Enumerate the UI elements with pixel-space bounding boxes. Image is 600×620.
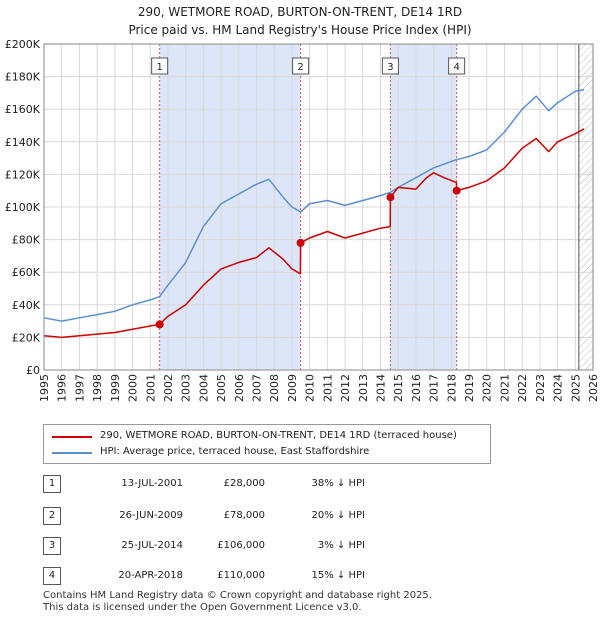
legend-swatch-hpi bbox=[52, 452, 92, 454]
sale-point bbox=[296, 238, 305, 247]
y-tick-label: £0 bbox=[26, 364, 40, 377]
x-tick-label: 1995 bbox=[38, 374, 51, 402]
transaction-date: 25-JUL-2014 bbox=[121, 540, 183, 551]
sale-marker-label: 2 bbox=[297, 62, 303, 73]
sale-marker-label: 1 bbox=[156, 62, 162, 73]
x-tick-label: 2020 bbox=[481, 374, 494, 402]
chart-title: 290, WETMORE ROAD, BURTON-ON-TRENT, DE14… bbox=[137, 5, 463, 19]
transaction-number: 1 bbox=[43, 475, 61, 493]
sale-marker-box bbox=[292, 57, 310, 75]
sale-marker-label: 4 bbox=[453, 62, 459, 73]
forecast-region bbox=[578, 44, 593, 370]
x-tick-label: 2006 bbox=[233, 374, 246, 402]
chart-subtitle: Price paid vs. HM Land Registry's House … bbox=[128, 23, 472, 37]
legend: 290, WETMORE ROAD, BURTON-ON-TRENT, DE14… bbox=[43, 424, 491, 464]
x-tick-label: 2002 bbox=[162, 374, 175, 402]
x-tick-label: 2021 bbox=[498, 374, 511, 402]
transaction-date: 13-JUL-2001 bbox=[121, 478, 183, 489]
y-tick-label: £60K bbox=[12, 266, 41, 279]
x-tick-label: 2008 bbox=[268, 374, 281, 402]
sale-point bbox=[452, 186, 461, 195]
sale-marker-label: 3 bbox=[387, 62, 393, 73]
axes: £0 £20K £40K £60K £80K £100K £120K £140K £160K £1… bbox=[5, 38, 600, 402]
x-tick-label: 1997 bbox=[73, 374, 86, 402]
sale-markers: 1 2 3 4 bbox=[151, 57, 466, 75]
x-tick-label: 2023 bbox=[534, 374, 547, 402]
x-tick-label: 1998 bbox=[91, 374, 104, 402]
x-tick-label: 2010 bbox=[304, 374, 317, 402]
sale-point bbox=[386, 193, 395, 202]
transaction-date: 20-APR-2018 bbox=[118, 570, 183, 581]
x-tick-label: 2005 bbox=[215, 374, 228, 402]
sale-point bbox=[155, 320, 164, 329]
transaction-price: £106,000 bbox=[217, 540, 265, 551]
x-tick-label: 2024 bbox=[552, 374, 565, 402]
transaction-number: 2 bbox=[43, 507, 61, 525]
y-tick-label: £20K bbox=[12, 331, 41, 344]
x-tick-label: 2025 bbox=[569, 374, 582, 402]
x-tick-label: 2019 bbox=[463, 374, 476, 402]
transaction-hpi: 3% ↓ HPI bbox=[317, 540, 365, 551]
transaction-price: £110,000 bbox=[217, 570, 265, 581]
x-tick-label: 2004 bbox=[197, 374, 210, 402]
transaction-price: £28,000 bbox=[223, 478, 265, 489]
transaction-date: 26-JUN-2009 bbox=[119, 510, 183, 521]
transaction-hpi: 38% ↓ HPI bbox=[311, 478, 365, 489]
transaction-hpi: 15% ↓ HPI bbox=[311, 570, 365, 581]
x-tick-label: 2018 bbox=[445, 374, 458, 402]
price-chart: 1 2 3 4 £0 £20K £40K £60K £80K £100K £120K £140K £1… bbox=[5, 38, 600, 402]
y-tick-label: £140K bbox=[5, 136, 41, 149]
legend-label-property: 290, WETMORE ROAD, BURTON-ON-TRENT, DE14… bbox=[100, 430, 457, 441]
y-tick-label: £40K bbox=[12, 299, 41, 312]
plot-frame bbox=[43, 43, 594, 371]
x-tick-label: 2017 bbox=[428, 374, 441, 402]
x-tick-label: 2014 bbox=[374, 374, 387, 402]
footer-licence: This data is licensed under the Open Gov… bbox=[43, 602, 362, 613]
y-tick-label: £120K bbox=[5, 168, 41, 181]
x-tick-label: 2013 bbox=[357, 374, 370, 402]
x-tick-label: 2015 bbox=[392, 374, 405, 402]
x-tick-label: 2001 bbox=[144, 374, 157, 402]
y-tick-label: £80K bbox=[12, 234, 41, 247]
y-tick-label: £100K bbox=[5, 201, 41, 214]
series-lines bbox=[43, 88, 585, 339]
y-tick-label: £160K bbox=[5, 103, 41, 116]
footer-copyright: Contains HM Land Registry data © Crown c… bbox=[43, 590, 432, 601]
x-tick-label: 2011 bbox=[321, 374, 334, 402]
x-tick-label: 2009 bbox=[286, 374, 299, 402]
x-tick-label: 2003 bbox=[180, 374, 193, 402]
x-tick-label: 1999 bbox=[109, 374, 122, 402]
grid-lines bbox=[43, 43, 594, 371]
y-tick-label: £180K bbox=[5, 71, 41, 84]
x-tick-label: 2007 bbox=[251, 374, 264, 402]
legend-label-hpi: HPI: Average price, terraced house, East… bbox=[100, 446, 370, 457]
sale-marker-box bbox=[381, 57, 399, 75]
x-tick-label: 2026 bbox=[587, 374, 600, 402]
sale-marker-box bbox=[151, 57, 169, 75]
sale-points bbox=[155, 186, 461, 329]
sale-marker-box bbox=[448, 57, 466, 75]
x-tick-label: 2016 bbox=[410, 374, 423, 402]
x-tick-label: 2022 bbox=[516, 374, 529, 402]
transaction-number: 4 bbox=[43, 567, 61, 585]
hpi-line bbox=[43, 88, 585, 322]
transaction-number: 3 bbox=[43, 537, 61, 555]
legend-swatch-property bbox=[52, 436, 92, 438]
x-tick-label: 1996 bbox=[56, 374, 69, 402]
transaction-hpi: 20% ↓ HPI bbox=[311, 510, 365, 521]
transaction-price: £78,000 bbox=[223, 510, 265, 521]
x-tick-label: 2012 bbox=[339, 374, 352, 402]
property-line bbox=[43, 128, 585, 339]
x-tick-label: 2000 bbox=[127, 374, 140, 402]
forecast-hatch bbox=[578, 44, 593, 370]
y-tick-label: £200K bbox=[5, 38, 41, 51]
